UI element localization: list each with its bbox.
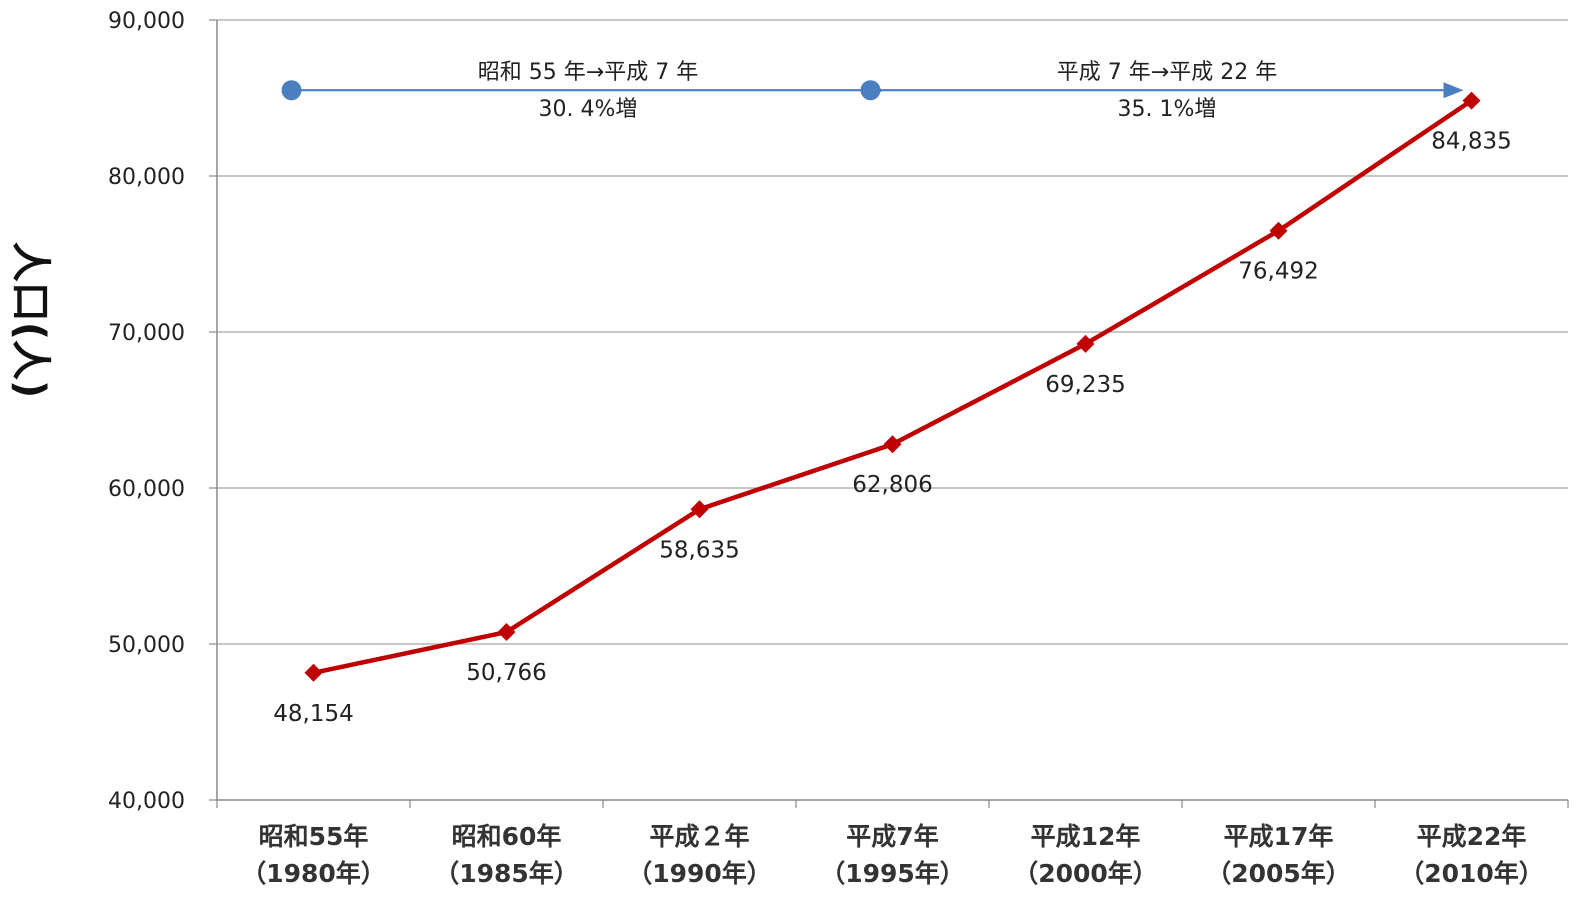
data-point-marker — [304, 663, 323, 682]
x-category-sublabel: （2010年） — [1399, 859, 1544, 888]
y-axis-label: 人口(人) — [7, 242, 53, 399]
y-tick-labels: 40,000 50,000 60,000 70,000 80,000 90,000 — [108, 9, 185, 814]
y-tick-label: 60,000 — [108, 477, 185, 502]
series-line — [313, 98, 1473, 675]
x-category-sublabel: （2005年） — [1206, 859, 1351, 888]
y-tick-label: 80,000 — [108, 165, 185, 190]
annotation-arrowhead — [1443, 82, 1464, 99]
annotation-start-dot — [281, 80, 302, 101]
annotation-range-text: 昭和 55 年→平成 7 年 — [478, 60, 698, 85]
data-label: 48,154 — [273, 701, 353, 727]
x-category-sublabel: （1990年） — [627, 859, 772, 888]
data-point-marker — [1462, 91, 1481, 110]
x-category-label: 昭和60年 — [452, 822, 562, 851]
data-point-marker — [883, 435, 902, 454]
annotation-percent-text: 35. 1%増 — [1118, 97, 1217, 122]
x-category-labels: 昭和55年 （1980年） 昭和60年 （1985年） 平成２年 （1990年） 平成7年 （… — [241, 822, 1544, 888]
data-label: 76,492 — [1238, 259, 1318, 285]
data-point-marker — [497, 623, 516, 642]
x-category-sublabel: （1980年） — [241, 859, 386, 888]
annotation-range-text: 平成 7 年→平成 22 年 — [1057, 60, 1277, 85]
axes — [209, 19, 1569, 808]
data-label: 62,806 — [852, 472, 932, 498]
x-category-sublabel: （1995年） — [820, 859, 965, 888]
x-category-label: 平成17年 — [1224, 822, 1334, 851]
data-labels: 48,154 50,766 58,635 62,806 69,235 76,492 84,8… — [273, 129, 1511, 727]
data-label: 69,235 — [1045, 372, 1125, 398]
x-category-label: 平成7年 — [846, 822, 938, 851]
x-category-label: 平成２年 — [649, 822, 749, 851]
annotation-start-dot — [860, 80, 881, 101]
data-point-marker — [1076, 334, 1095, 353]
x-category-sublabel: （1985年） — [434, 859, 579, 888]
y-tick-label: 50,000 — [108, 633, 185, 658]
annotations: 昭和 55 年→平成 7 年 30. 4%増 平成 7 年→平成 22 年 35. 1… — [281, 60, 1464, 122]
y-tick-label: 90,000 — [108, 9, 185, 34]
data-point-marker — [690, 500, 709, 519]
annotation-percent-text: 30. 4%増 — [539, 97, 638, 122]
y-tick-label: 70,000 — [108, 321, 185, 346]
grid-lines — [217, 19, 1568, 645]
x-category-label: 平成12年 — [1031, 822, 1141, 851]
x-category-sublabel: （2000年） — [1013, 859, 1158, 888]
x-category-label: 昭和55年 — [259, 822, 369, 851]
x-category-label: 平成22年 — [1417, 822, 1527, 851]
data-label: 58,635 — [659, 537, 739, 563]
data-label: 84,835 — [1431, 129, 1511, 155]
data-label: 50,766 — [466, 660, 546, 686]
y-tick-label: 40,000 — [108, 789, 185, 814]
data-point-marker — [1269, 221, 1288, 240]
data-series — [304, 91, 1481, 682]
